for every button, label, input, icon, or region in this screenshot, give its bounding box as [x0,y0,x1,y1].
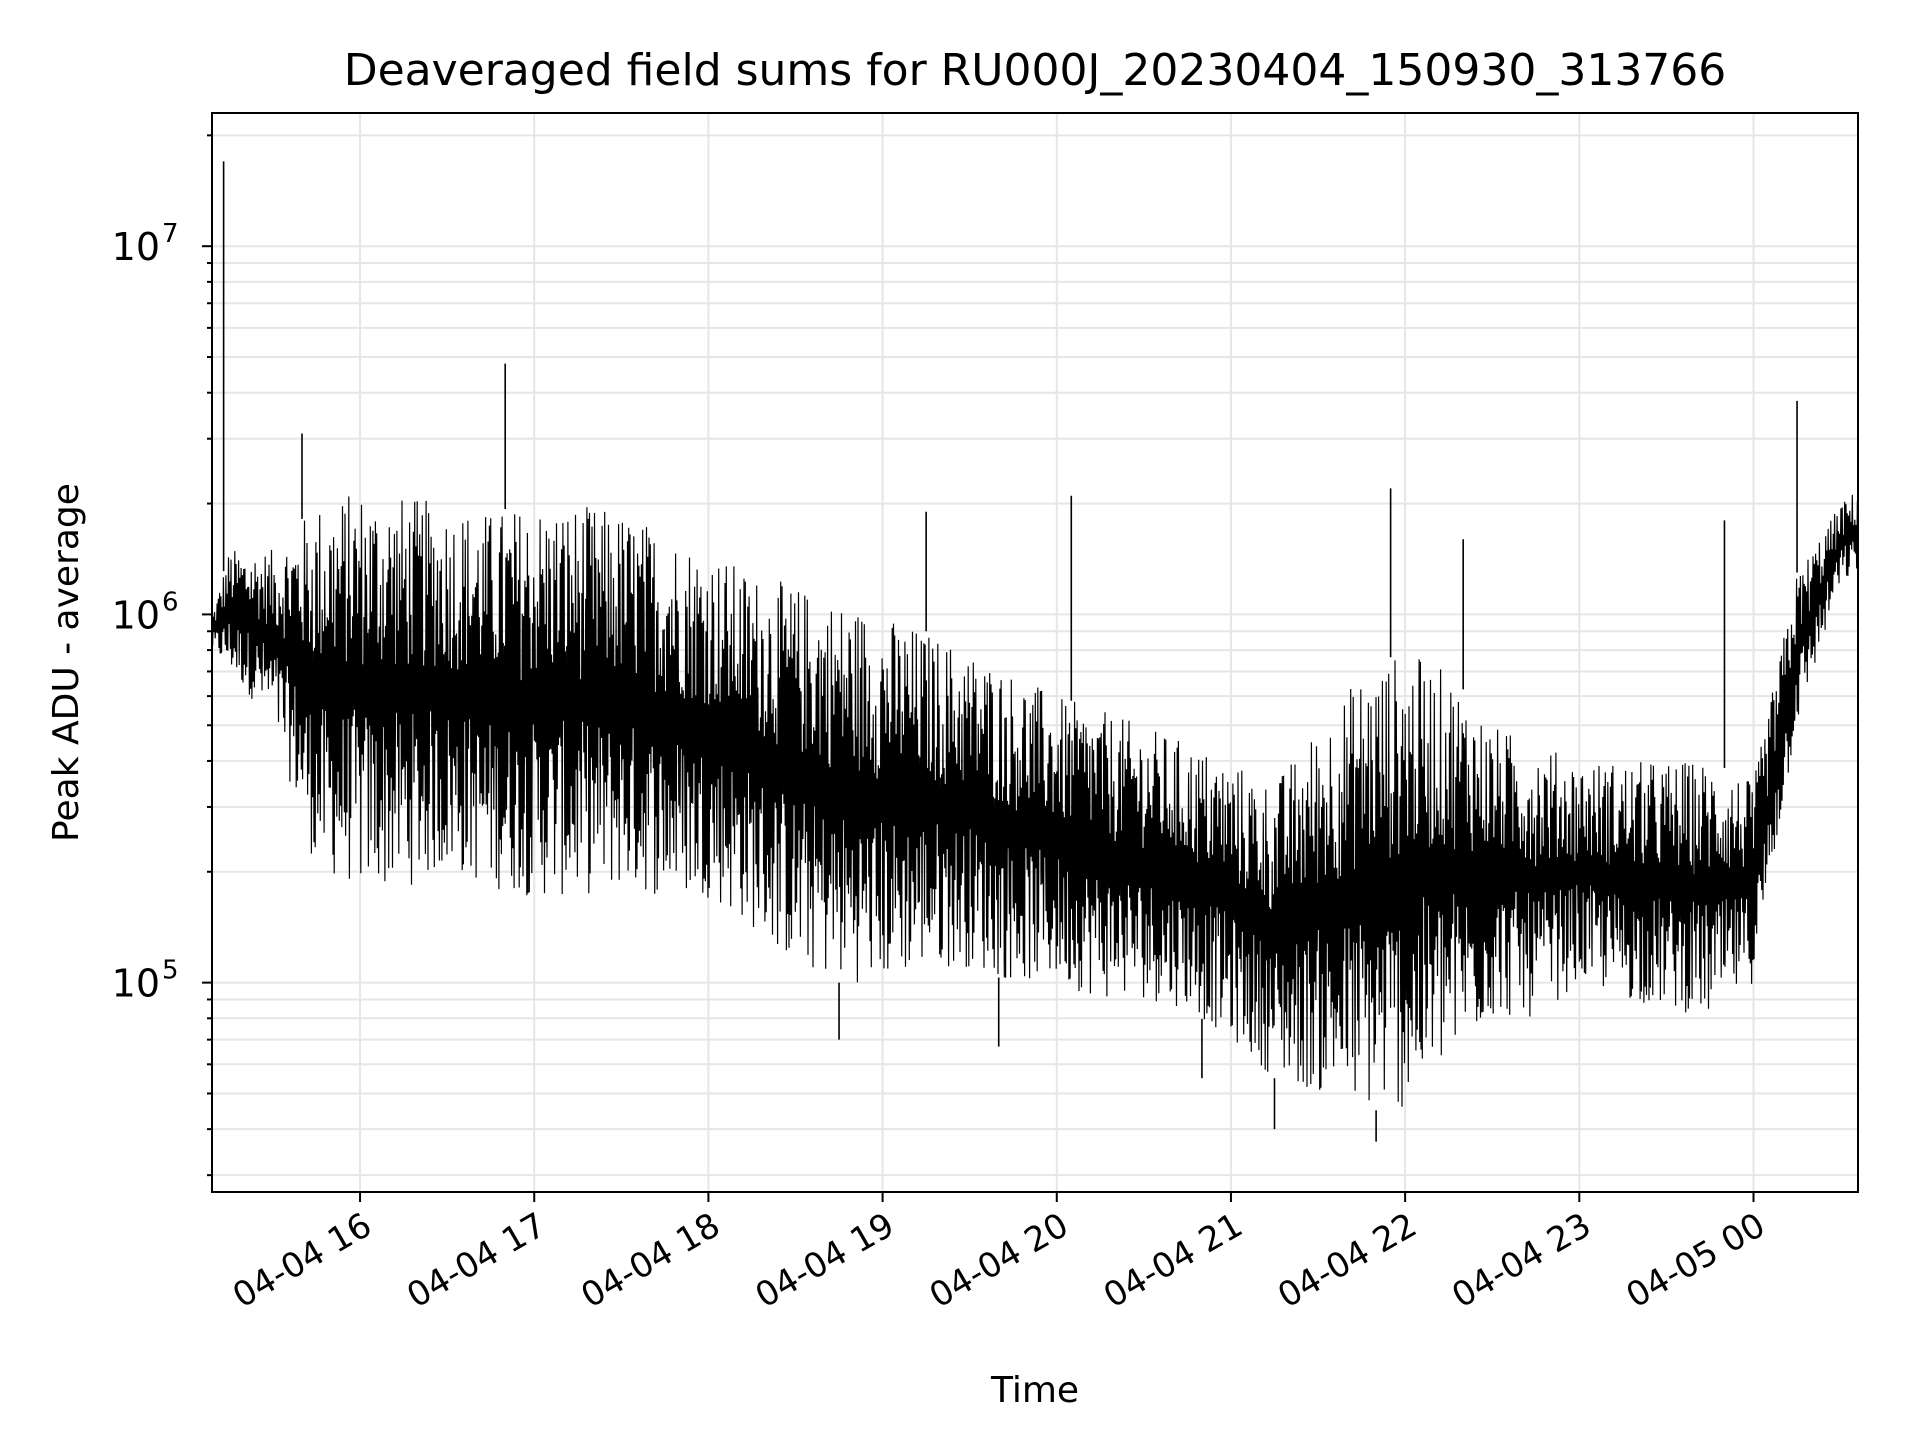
plot-frame [211,112,1859,1193]
series-line [211,494,1859,1107]
y-tick-label-exponent: 7 [162,219,179,249]
y-tick-label: 10 [112,593,160,637]
y-axis-label: Peak ADU - average [46,483,87,842]
y-tick-label: 10 [112,962,160,1006]
y-tick-label: 10 [112,225,160,269]
x-axis-label: Time [990,1370,1079,1411]
y-tick-label-exponent: 5 [162,956,179,986]
y-tick-label-exponent: 6 [162,587,179,617]
chart-title: Deaveraged field sums for RU000J_2023040… [344,45,1727,96]
